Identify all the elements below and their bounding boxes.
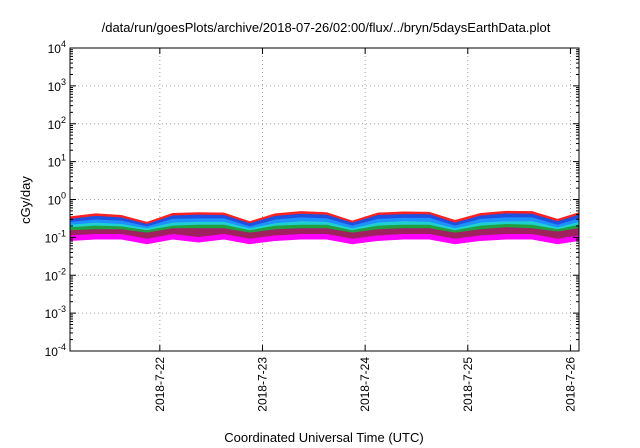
y-tick-label: 103 — [48, 77, 66, 94]
x-tick-label: 2018-7-22 — [153, 357, 167, 412]
y-ticks: 10-4 10-3 10-2 10-1 100 101 102 103 104 — [45, 39, 579, 359]
x-tick-label: 2018-7-24 — [358, 357, 372, 412]
y-tick-label: 10-2 — [45, 266, 66, 283]
chart-title: /data/run/goesPlots/archive/2018-07-26/0… — [102, 20, 551, 35]
series-layer — [69, 210, 580, 245]
y-tick-label: 100 — [48, 191, 66, 208]
y-tick-label: 10-4 — [45, 342, 66, 359]
x-tick-label: 2018-7-26 — [563, 357, 577, 412]
y-tick-label: 101 — [48, 153, 66, 170]
y-tick-label: 102 — [48, 115, 66, 132]
y-tick-label: 10-3 — [45, 304, 66, 321]
y-tick-label: 104 — [48, 39, 66, 56]
x-tick-label: 2018-7-23 — [255, 357, 269, 412]
grid — [70, 48, 579, 351]
y-tick-label: 10-1 — [45, 228, 66, 245]
y-axis-label: cGy/day — [18, 176, 33, 224]
x-axis-label: Coordinated Universal Time (UTC) — [224, 430, 423, 445]
x-ticks: 2018-7-22 2018-7-23 2018-7-24 2018-7-25 2018… — [153, 48, 577, 412]
x-tick-label: 2018-7-25 — [461, 357, 475, 412]
